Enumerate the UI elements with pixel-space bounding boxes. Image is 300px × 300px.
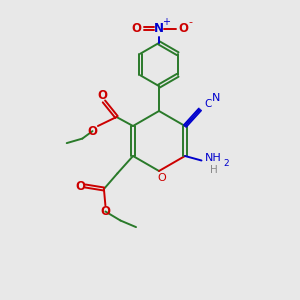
- Text: O: O: [98, 89, 107, 102]
- Text: O: O: [178, 22, 188, 35]
- Text: +: +: [162, 17, 170, 27]
- Text: NH: NH: [205, 153, 222, 163]
- Text: 2: 2: [224, 159, 229, 168]
- Text: O: O: [100, 205, 110, 218]
- Text: N: N: [154, 22, 164, 35]
- Text: O: O: [131, 22, 142, 35]
- Text: -: -: [188, 17, 193, 27]
- Text: O: O: [88, 124, 98, 138]
- Text: C: C: [204, 99, 211, 109]
- Text: O: O: [158, 172, 166, 183]
- Text: O: O: [75, 179, 85, 193]
- Text: H: H: [210, 165, 218, 175]
- Text: N: N: [212, 93, 220, 103]
